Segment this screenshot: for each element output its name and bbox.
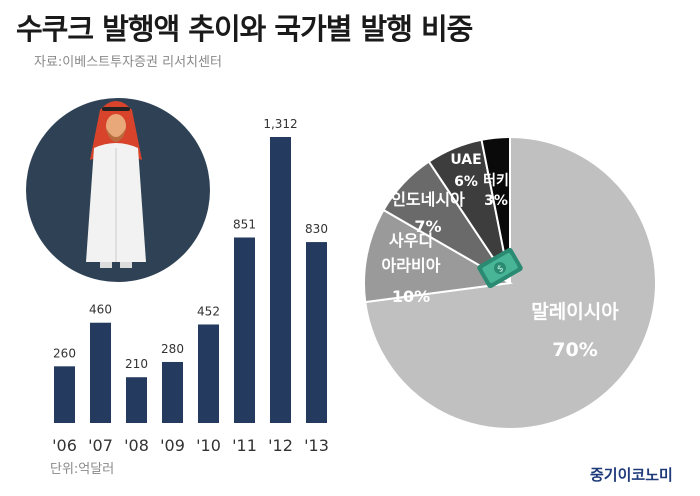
bar-value-label-2: 210: [125, 357, 148, 371]
bar-3: [162, 361, 183, 423]
bar-value-label-5: 851: [233, 217, 256, 231]
bar-category-label-3: '09: [160, 436, 185, 455]
bar-1: [90, 322, 111, 423]
bar-2: [126, 377, 147, 423]
pie-label-3: UAE: [450, 152, 481, 168]
bar-5: [234, 237, 255, 423]
bar-category-label-6: '12: [268, 436, 293, 455]
pie-label-1-line1: 아라비아: [382, 256, 441, 275]
bar-category-label-0: '06: [52, 436, 77, 455]
bar-value-label-3: 280: [161, 342, 184, 356]
bar-chart: 260 '06 460 '07 210 '08 280 '09 452 '10 851 '11 1,31…: [52, 117, 329, 455]
bar-category-label-4: '10: [196, 436, 221, 455]
svg-text:$: $: [496, 264, 506, 276]
unit-note: 단위:억달러: [50, 462, 115, 477]
bar-0: [54, 366, 75, 423]
bar-6: [270, 137, 291, 423]
page-title: 수쿠크 발행액 추이와 국가별 발행 비중: [16, 12, 473, 46]
source-note: 자료:이베스트투자증권 리서치센터: [34, 55, 222, 70]
bar-4: [198, 324, 219, 423]
arab-man-figure-icon: [86, 101, 146, 268]
pie-label-2: 인도네시아: [391, 190, 465, 209]
bar-value-label-7: 830: [305, 222, 328, 236]
bar-value-label-4: 452: [197, 304, 220, 318]
pie-percent-1: 10%: [392, 287, 430, 306]
bar-7: [306, 242, 327, 423]
bar-category-label-1: '07: [88, 436, 113, 455]
pie-percent-4: 3%: [484, 193, 508, 209]
money-bundle-icon: $: [477, 247, 523, 289]
bar-value-label-6: 1,312: [263, 117, 297, 131]
pie-percent-2: 7%: [414, 217, 441, 236]
pie-slice-4: [480, 135, 511, 284]
bar-category-label-2: '08: [124, 436, 149, 455]
bar-value-label-0: 260: [53, 346, 76, 360]
pie-slice-1: [363, 208, 514, 304]
pie-label-0: 말레이시아: [531, 301, 619, 323]
bar-category-label-7: '13: [304, 436, 329, 455]
bar-value-label-1: 460: [89, 303, 112, 317]
pie-label-1: 사우디: [389, 231, 433, 250]
bar-category-label-5: '11: [232, 436, 257, 455]
brand-logo: 중기이코노미: [590, 466, 673, 484]
pie-percent-0: 70%: [552, 339, 597, 361]
pie-percent-3: 6%: [454, 174, 478, 190]
pie-label-4: 터키: [483, 173, 509, 189]
